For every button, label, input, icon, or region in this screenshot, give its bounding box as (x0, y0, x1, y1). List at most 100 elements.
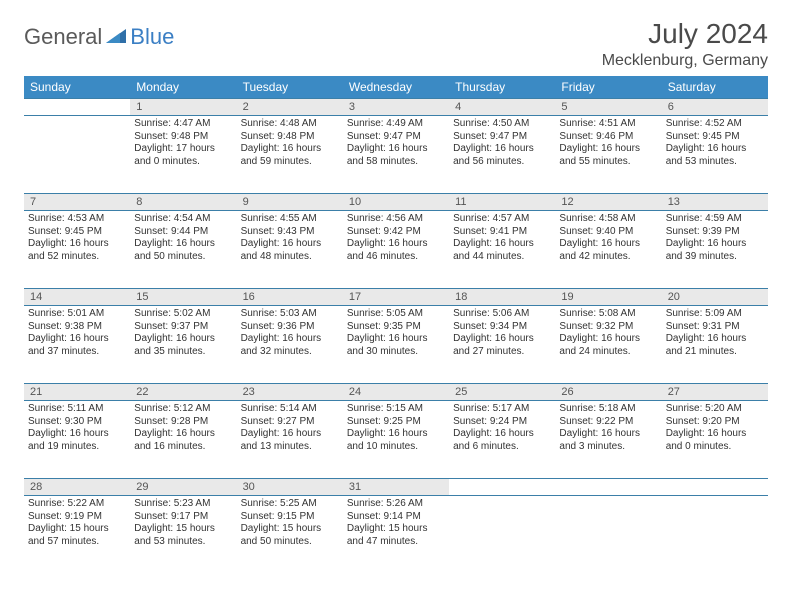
sunset-text: Sunset: 9:27 PM (241, 416, 339, 429)
sunset-text: Sunset: 9:47 PM (453, 131, 551, 144)
weekday-header: Wednesday (343, 76, 449, 99)
daylight-text: Daylight: 16 hours and 35 minutes. (134, 333, 232, 358)
sunset-text: Sunset: 9:22 PM (559, 416, 657, 429)
sunrise-text: Sunrise: 5:01 AM (28, 308, 126, 321)
daylight-text: Daylight: 15 hours and 53 minutes. (134, 523, 232, 548)
sunset-text: Sunset: 9:43 PM (241, 226, 339, 239)
daylight-text: Daylight: 16 hours and 46 minutes. (347, 238, 445, 263)
daylight-text: Daylight: 16 hours and 37 minutes. (28, 333, 126, 358)
day-number (662, 479, 768, 496)
daylight-text: Daylight: 15 hours and 50 minutes. (241, 523, 339, 548)
sunrise-text: Sunrise: 4:58 AM (559, 213, 657, 226)
weekday-header: Saturday (662, 76, 768, 99)
sunset-text: Sunset: 9:17 PM (134, 511, 232, 524)
sunset-text: Sunset: 9:48 PM (241, 131, 339, 144)
day-cell: Sunrise: 5:15 AMSunset: 9:25 PMDaylight:… (343, 401, 449, 479)
day-number: 29 (130, 479, 236, 496)
brand-logo: General Blue (24, 18, 174, 50)
day-cell: Sunrise: 5:03 AMSunset: 9:36 PMDaylight:… (237, 306, 343, 384)
day-cell: Sunrise: 5:18 AMSunset: 9:22 PMDaylight:… (555, 401, 661, 479)
day-number: 9 (237, 194, 343, 211)
day-cell: Sunrise: 5:26 AMSunset: 9:14 PMDaylight:… (343, 496, 449, 574)
day-cell: Sunrise: 4:49 AMSunset: 9:47 PMDaylight:… (343, 116, 449, 194)
day-number-row: 123456 (24, 99, 768, 116)
day-cell: Sunrise: 4:55 AMSunset: 9:43 PMDaylight:… (237, 211, 343, 289)
sunrise-text: Sunrise: 5:17 AM (453, 403, 551, 416)
daylight-text: Daylight: 16 hours and 24 minutes. (559, 333, 657, 358)
day-number: 18 (449, 289, 555, 306)
weekday-header: Sunday (24, 76, 130, 99)
sunset-text: Sunset: 9:41 PM (453, 226, 551, 239)
day-cell: Sunrise: 5:20 AMSunset: 9:20 PMDaylight:… (662, 401, 768, 479)
title-block: July 2024 Mecklenburg, Germany (602, 18, 768, 70)
day-number (555, 479, 661, 496)
day-cell: Sunrise: 4:58 AMSunset: 9:40 PMDaylight:… (555, 211, 661, 289)
sunset-text: Sunset: 9:47 PM (347, 131, 445, 144)
sunset-text: Sunset: 9:37 PM (134, 321, 232, 334)
daylight-text: Daylight: 16 hours and 10 minutes. (347, 428, 445, 453)
day-number: 24 (343, 384, 449, 401)
sunrise-text: Sunrise: 5:03 AM (241, 308, 339, 321)
sunrise-text: Sunrise: 5:12 AM (134, 403, 232, 416)
day-number: 25 (449, 384, 555, 401)
day-number (24, 99, 130, 116)
sunrise-text: Sunrise: 5:14 AM (241, 403, 339, 416)
sunset-text: Sunset: 9:45 PM (28, 226, 126, 239)
day-number: 1 (130, 99, 236, 116)
day-number: 23 (237, 384, 343, 401)
day-number: 16 (237, 289, 343, 306)
day-number: 2 (237, 99, 343, 116)
day-number: 19 (555, 289, 661, 306)
brand-triangle-icon (106, 27, 126, 48)
month-title: July 2024 (602, 18, 768, 50)
day-cell (662, 496, 768, 574)
sunrise-text: Sunrise: 4:49 AM (347, 118, 445, 131)
day-cell: Sunrise: 5:17 AMSunset: 9:24 PMDaylight:… (449, 401, 555, 479)
day-number: 30 (237, 479, 343, 496)
sunrise-text: Sunrise: 4:52 AM (666, 118, 764, 131)
daylight-text: Daylight: 17 hours and 0 minutes. (134, 143, 232, 168)
sunrise-text: Sunrise: 4:56 AM (347, 213, 445, 226)
day-number: 14 (24, 289, 130, 306)
daylight-text: Daylight: 16 hours and 56 minutes. (453, 143, 551, 168)
day-number-row: 78910111213 (24, 194, 768, 211)
day-cell: Sunrise: 4:59 AMSunset: 9:39 PMDaylight:… (662, 211, 768, 289)
day-number: 22 (130, 384, 236, 401)
sunrise-text: Sunrise: 5:26 AM (347, 498, 445, 511)
day-cell: Sunrise: 5:23 AMSunset: 9:17 PMDaylight:… (130, 496, 236, 574)
calendar-table: Sunday Monday Tuesday Wednesday Thursday… (24, 76, 768, 574)
header: General Blue July 2024 Mecklenburg, Germ… (24, 18, 768, 70)
sunrise-text: Sunrise: 5:25 AM (241, 498, 339, 511)
sunrise-text: Sunrise: 4:50 AM (453, 118, 551, 131)
daylight-text: Daylight: 16 hours and 44 minutes. (453, 238, 551, 263)
day-cell: Sunrise: 5:25 AMSunset: 9:15 PMDaylight:… (237, 496, 343, 574)
sunset-text: Sunset: 9:20 PM (666, 416, 764, 429)
day-cell: Sunrise: 4:54 AMSunset: 9:44 PMDaylight:… (130, 211, 236, 289)
day-cell: Sunrise: 4:47 AMSunset: 9:48 PMDaylight:… (130, 116, 236, 194)
sunrise-text: Sunrise: 5:08 AM (559, 308, 657, 321)
sunset-text: Sunset: 9:19 PM (28, 511, 126, 524)
day-number-row: 21222324252627 (24, 384, 768, 401)
day-number-row: 28293031 (24, 479, 768, 496)
daylight-text: Daylight: 16 hours and 32 minutes. (241, 333, 339, 358)
daylight-text: Daylight: 16 hours and 16 minutes. (134, 428, 232, 453)
day-cell (555, 496, 661, 574)
sunset-text: Sunset: 9:45 PM (666, 131, 764, 144)
sunrise-text: Sunrise: 5:22 AM (28, 498, 126, 511)
day-cell: Sunrise: 4:50 AMSunset: 9:47 PMDaylight:… (449, 116, 555, 194)
day-cell: Sunrise: 4:57 AMSunset: 9:41 PMDaylight:… (449, 211, 555, 289)
daylight-text: Daylight: 16 hours and 30 minutes. (347, 333, 445, 358)
sunrise-text: Sunrise: 4:53 AM (28, 213, 126, 226)
day-number: 17 (343, 289, 449, 306)
day-number: 6 (662, 99, 768, 116)
daylight-text: Daylight: 15 hours and 57 minutes. (28, 523, 126, 548)
day-cell (449, 496, 555, 574)
day-number: 8 (130, 194, 236, 211)
sunrise-text: Sunrise: 5:15 AM (347, 403, 445, 416)
daylight-text: Daylight: 15 hours and 47 minutes. (347, 523, 445, 548)
sunset-text: Sunset: 9:28 PM (134, 416, 232, 429)
day-cell: Sunrise: 5:14 AMSunset: 9:27 PMDaylight:… (237, 401, 343, 479)
sunset-text: Sunset: 9:31 PM (666, 321, 764, 334)
sunrise-text: Sunrise: 5:06 AM (453, 308, 551, 321)
weekday-header: Tuesday (237, 76, 343, 99)
